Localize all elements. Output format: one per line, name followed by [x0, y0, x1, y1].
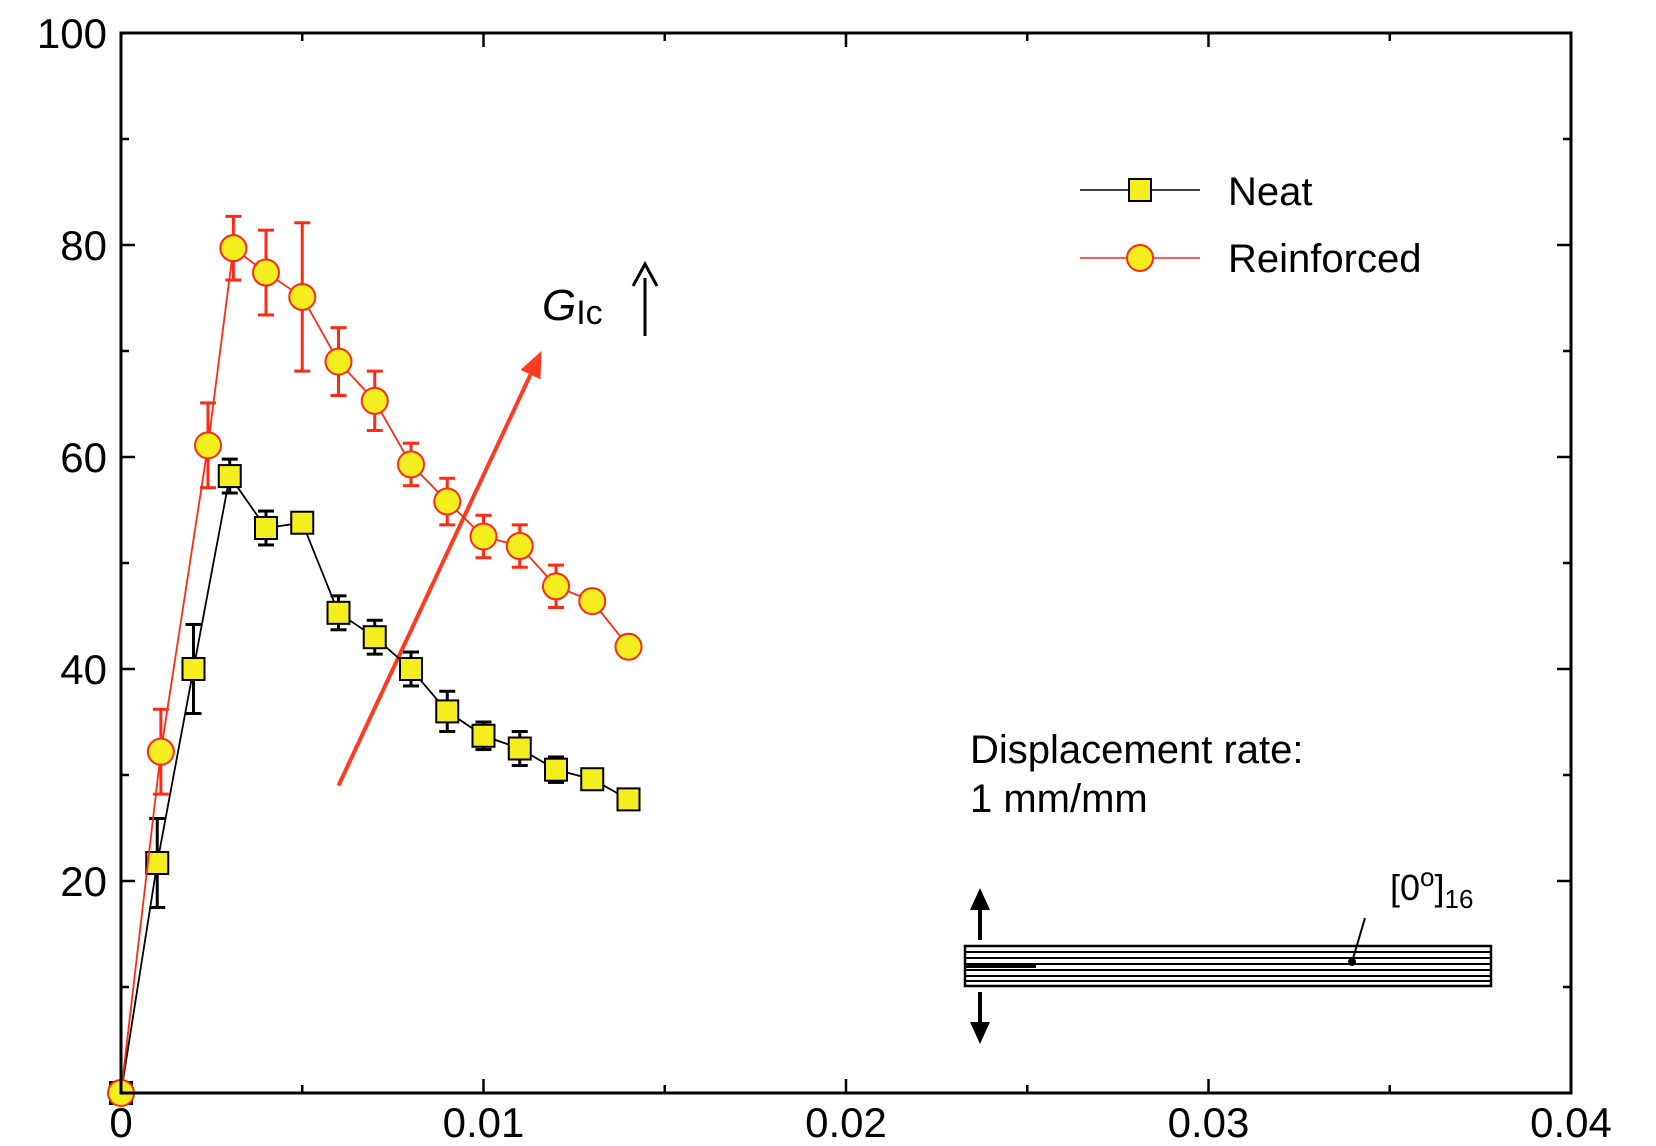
series-reinforced — [107, 214, 643, 1107]
layup-label: [0o]16 — [1390, 862, 1473, 914]
x-tick-label: 0.02 — [805, 1099, 887, 1146]
data-point — [288, 282, 317, 311]
trend-arrow — [336, 351, 542, 787]
displacement-rate-line2: 1 mm/mm — [970, 777, 1148, 821]
y-tick-label: 100 — [37, 10, 107, 57]
data-point — [252, 258, 280, 287]
plot-frame — [119, 31, 1573, 1095]
data-point — [578, 587, 607, 616]
x-tick-label: 0.03 — [1168, 1099, 1250, 1146]
data-point — [616, 787, 641, 812]
data-point — [507, 736, 532, 761]
data-point — [145, 850, 170, 875]
data-point — [324, 347, 353, 376]
data-point — [254, 516, 278, 541]
data-point — [290, 510, 315, 535]
layup-leader-dot — [1348, 958, 1356, 966]
specimen-schematic: [0o]16 — [963, 862, 1493, 1044]
gic-subscript: Ic — [576, 294, 602, 332]
data-point — [505, 532, 534, 561]
data-point — [217, 464, 242, 489]
layup-sub: 16 — [1445, 884, 1474, 914]
legend-label-neat: Neat — [1228, 170, 1313, 214]
displacement-rate-line1: Displacement rate: — [970, 728, 1303, 772]
load-arrow-down-head — [970, 1022, 990, 1044]
data-point — [362, 625, 387, 650]
y-tick-label: 20 — [60, 858, 107, 905]
data-point — [397, 450, 425, 479]
data-point — [542, 572, 570, 601]
legend-marker-reinforced — [1126, 244, 1154, 272]
data-point — [181, 657, 206, 681]
data-point — [146, 737, 175, 766]
series-layer — [107, 214, 643, 1107]
layup-close: ] — [1435, 867, 1445, 908]
trend-arrow-shaft — [336, 373, 533, 787]
x-tick-labels: 0 0.01 0.02 0.03 0.04 — [109, 1099, 1612, 1146]
layup-main: [0 — [1390, 867, 1420, 908]
legend: Neat Reinforced — [1080, 170, 1421, 281]
y-tick-label: 40 — [60, 646, 107, 693]
y-tick-label: 60 — [60, 434, 107, 481]
data-point — [544, 757, 568, 782]
gic-arrow-head — [631, 260, 659, 287]
y-tick-label: 80 — [60, 222, 107, 269]
x-tick-label: 0.01 — [443, 1099, 525, 1146]
data-point — [435, 699, 460, 724]
data-point — [399, 657, 423, 681]
legend-label-reinforced: Reinforced — [1228, 237, 1421, 281]
data-point — [471, 723, 496, 748]
layup-sup: o — [1420, 862, 1434, 892]
legend-marker-neat — [1128, 178, 1152, 202]
data-point — [614, 632, 643, 661]
data-point — [360, 386, 389, 415]
data-point — [194, 431, 222, 460]
layup-leader-line — [1351, 917, 1366, 963]
data-point — [219, 234, 248, 263]
data-point — [326, 600, 351, 625]
trend-arrow-head — [520, 351, 542, 380]
gic-annotation: GIc — [542, 260, 659, 336]
gic-symbol: G — [542, 281, 576, 330]
data-point — [469, 522, 498, 551]
series-neat — [109, 457, 641, 1105]
gic-label: GIc — [542, 281, 603, 332]
data-point — [433, 487, 462, 516]
data-point — [580, 767, 605, 792]
x-tick-label: 0.04 — [1530, 1099, 1612, 1146]
load-arrow-up-head — [970, 888, 990, 910]
x-tick-label: 0 — [109, 1099, 132, 1146]
y-tick-labels: 20 40 60 80 100 — [37, 10, 107, 905]
